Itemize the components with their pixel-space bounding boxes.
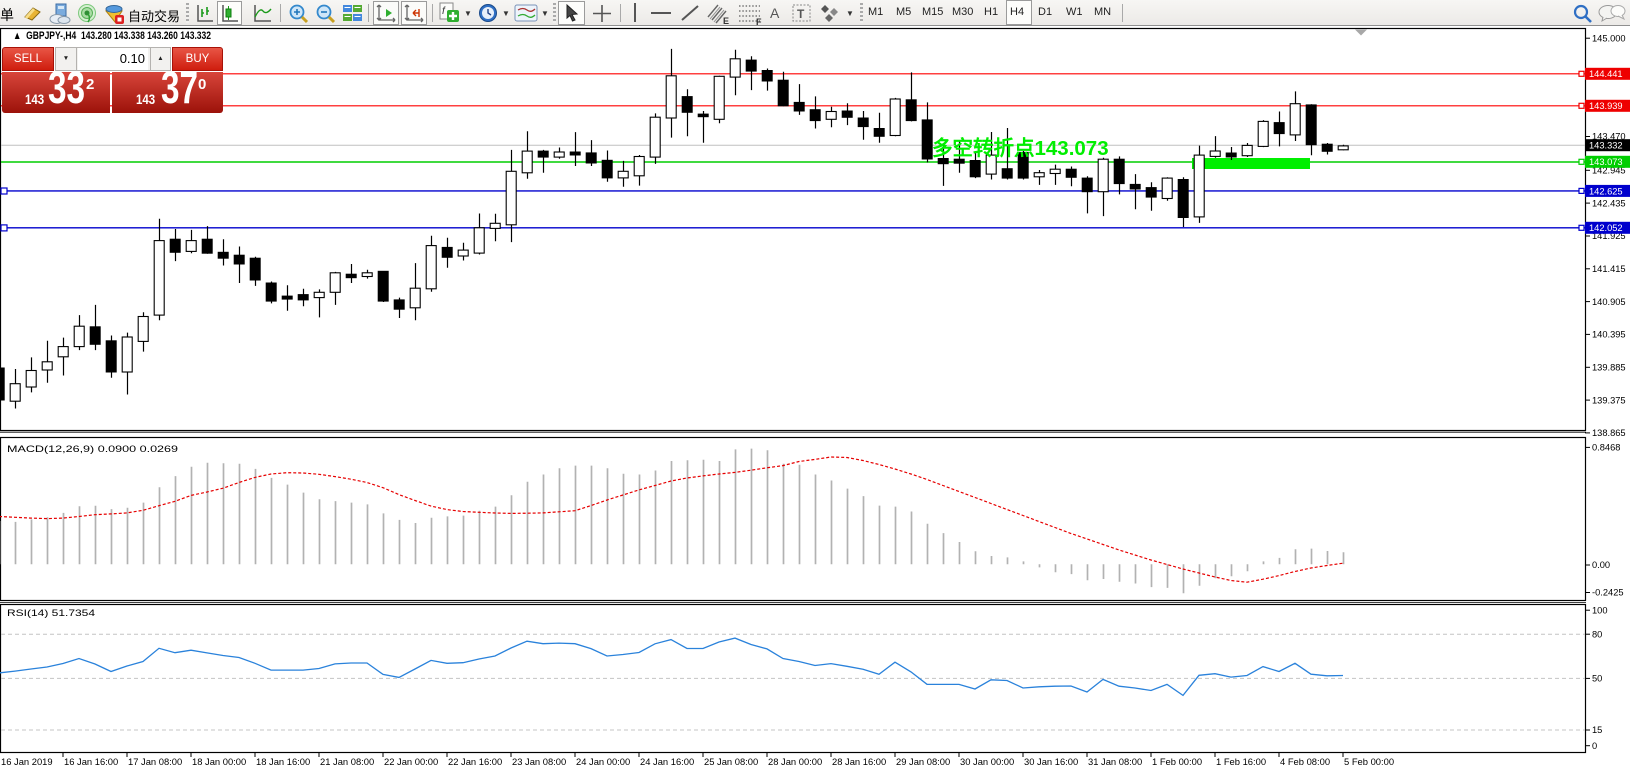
svg-text:多空转折点143.073: 多空转折点143.073 — [932, 136, 1109, 160]
svg-text:22 Jan 16:00: 22 Jan 16:00 — [448, 756, 502, 767]
svg-text:T: T — [797, 7, 805, 21]
svg-text:138.865: 138.865 — [1592, 428, 1626, 438]
svg-text:18 Jan 16:00: 18 Jan 16:00 — [256, 756, 310, 767]
svg-text:-0.2425: -0.2425 — [1592, 588, 1624, 598]
svg-text:80: 80 — [1592, 629, 1602, 639]
svg-text:144.441: 144.441 — [1589, 69, 1623, 79]
svg-text:139.375: 139.375 — [1592, 395, 1626, 405]
svg-text:23 Jan 08:00: 23 Jan 08:00 — [512, 756, 566, 767]
svg-text:142.945: 142.945 — [1592, 166, 1626, 176]
svg-text:16 Jan 2019: 16 Jan 2019 — [1, 756, 53, 767]
svg-text:▲ GBPJPY-,H4 143.280 143.338: ▲ GBPJPY-,H4 143.280 143.338 143.260 143… — [13, 30, 211, 42]
svg-text:28 Jan 16:00: 28 Jan 16:00 — [832, 756, 886, 767]
svg-text:30 Jan 00:00: 30 Jan 00:00 — [960, 756, 1014, 767]
svg-text:4 Feb 08:00: 4 Feb 08:00 — [1280, 756, 1330, 767]
svg-text:142.435: 142.435 — [1592, 198, 1626, 208]
svg-text:143.470: 143.470 — [1592, 132, 1626, 142]
svg-text:RSI(14) 51.7354: RSI(14) 51.7354 — [7, 607, 95, 618]
svg-text:31 Jan 08:00: 31 Jan 08:00 — [1088, 756, 1142, 767]
svg-text:E: E — [723, 16, 729, 25]
svg-text:15: 15 — [1592, 725, 1602, 735]
svg-text:28 Jan 00:00: 28 Jan 00:00 — [768, 756, 822, 767]
svg-text:24 Jan 16:00: 24 Jan 16:00 — [640, 756, 694, 767]
svg-text:MACD(12,26,9) 0.0900 0.0269: MACD(12,26,9) 0.0900 0.0269 — [7, 443, 178, 454]
svg-text:0.00: 0.00 — [1592, 560, 1610, 570]
svg-text:141.415: 141.415 — [1592, 264, 1626, 274]
svg-text:f: f — [442, 6, 446, 17]
svg-text:141.925: 141.925 — [1592, 231, 1626, 241]
svg-text:22 Jan 00:00: 22 Jan 00:00 — [384, 756, 438, 767]
svg-text:143.073: 143.073 — [1589, 157, 1623, 167]
svg-text:16 Jan 16:00: 16 Jan 16:00 — [64, 756, 118, 767]
svg-text:30 Jan 16:00: 30 Jan 16:00 — [1024, 756, 1078, 767]
svg-text:145.000: 145.000 — [1592, 33, 1626, 43]
svg-text:143.939: 143.939 — [1589, 101, 1623, 111]
svg-text:25 Jan 08:00: 25 Jan 08:00 — [704, 756, 758, 767]
svg-text:142.052: 142.052 — [1589, 223, 1623, 233]
svg-text:0: 0 — [1592, 741, 1597, 751]
svg-text:5 Feb 00:00: 5 Feb 00:00 — [1344, 756, 1394, 767]
svg-text:0.8468: 0.8468 — [1592, 443, 1620, 453]
svg-text:140.905: 140.905 — [1592, 297, 1626, 307]
svg-text:18 Jan 00:00: 18 Jan 00:00 — [192, 756, 246, 767]
svg-text:1 Feb 16:00: 1 Feb 16:00 — [1216, 756, 1266, 767]
svg-text:143.332: 143.332 — [1589, 141, 1623, 151]
svg-text:100: 100 — [1592, 605, 1608, 615]
svg-text:139.885: 139.885 — [1592, 363, 1626, 373]
svg-text:142.625: 142.625 — [1589, 186, 1623, 196]
svg-text:17 Jan 08:00: 17 Jan 08:00 — [128, 756, 182, 767]
svg-text:1 Feb 00:00: 1 Feb 00:00 — [1152, 756, 1202, 767]
svg-text:140.395: 140.395 — [1592, 330, 1626, 340]
svg-text:50: 50 — [1592, 674, 1602, 684]
svg-text:F: F — [756, 17, 762, 25]
svg-text:29 Jan 08:00: 29 Jan 08:00 — [896, 756, 950, 767]
svg-text:21 Jan 08:00: 21 Jan 08:00 — [320, 756, 374, 767]
svg-text:24 Jan 00:00: 24 Jan 00:00 — [576, 756, 630, 767]
